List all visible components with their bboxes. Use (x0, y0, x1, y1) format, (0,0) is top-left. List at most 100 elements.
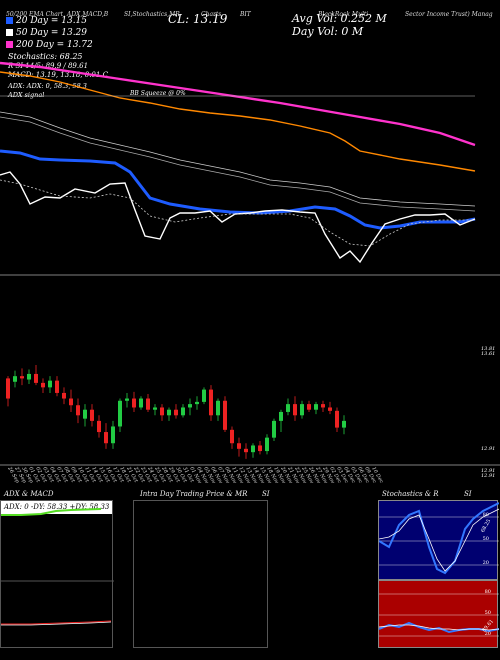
candle-body (195, 401, 199, 405)
rsi-white-line (379, 624, 499, 631)
header-ticker: BIT (240, 11, 251, 18)
rsi-blue-line (379, 621, 499, 634)
candle-body (293, 404, 297, 416)
stoch-level-80: 80 (482, 512, 489, 518)
legend-swatch-dma20 (6, 17, 13, 24)
legend-stochastics: Stochastics: 68.25 (8, 52, 83, 61)
avg-volume: Avg Vol: 0.252 M (292, 12, 387, 25)
price-label-1: 13.81 (481, 346, 496, 352)
candle-body (300, 404, 304, 416)
candle-body (34, 373, 38, 383)
rsi-panel: 80 50 20 89.61 (378, 580, 499, 648)
price-label-3: 12.91 (481, 446, 496, 452)
rsi-level-80: 80 (484, 589, 491, 595)
candle-body (27, 373, 31, 380)
stoch-k-line (379, 502, 499, 575)
stoch-level-50: 50 (482, 536, 489, 542)
stoch-panel-title: Stochastics & R (382, 490, 439, 498)
stoch-panel-si: SI (464, 490, 472, 498)
mr-panel (133, 500, 268, 648)
legend-dma200: 200 Day = 13.72 (6, 40, 93, 50)
close-price: CL: 13.19 (168, 12, 228, 26)
price-label-5: 12.91 (481, 473, 496, 479)
macd-white-line (1, 621, 112, 626)
legend-macd: MACD: 13.19, 13.18, 0.01 C (8, 71, 108, 79)
candle-body (258, 445, 262, 452)
candle-body (132, 398, 136, 408)
candle-body (160, 407, 164, 416)
legend-swatch-dma50 (6, 29, 13, 36)
macd-red-line (1, 620, 112, 625)
legend-swatch-dma200 (6, 41, 13, 48)
candle-body (188, 404, 192, 408)
adx-panel: ADX: 0 -DY: 58.33 +DY: 58.33 (0, 500, 114, 648)
candle-body (335, 410, 339, 428)
candle-body (230, 429, 234, 444)
adx-mini-svg (1, 508, 114, 626)
day-volume: Day Vol: 0 M (292, 25, 364, 38)
candle-body (146, 398, 150, 410)
candle-body (6, 378, 10, 399)
adx-panel-title: ADX & MACD (4, 490, 54, 498)
candle-body (307, 404, 311, 410)
candle-body (314, 404, 318, 410)
candle-body (321, 404, 325, 408)
candle-body (125, 398, 129, 401)
candle-body (13, 376, 17, 382)
mr-panel-si: SI (262, 490, 270, 498)
rsi-level-50: 50 (484, 610, 491, 616)
candle-body (76, 405, 80, 416)
dma50-outer-line (0, 111, 476, 207)
legend-bb-squeeze: BB Squeeze @ 0% (130, 90, 186, 97)
candle-body (342, 420, 346, 428)
candle-body (153, 407, 157, 410)
candle-body (244, 448, 248, 453)
adx-green-line (1, 508, 102, 516)
stoch-d-line (379, 508, 499, 572)
legend-dma20: 20 Day = 13.15 (6, 16, 87, 26)
candle-body (97, 420, 101, 433)
rsi-level-20: 20 (484, 631, 491, 637)
price-label-2: 13.61 (481, 351, 496, 357)
legend-dma50-label: 50 Day = 13.29 (16, 28, 88, 38)
candle-body (48, 380, 52, 388)
legend-adx: ADX: ADX: 0, 58.3, 58.3 (8, 82, 87, 90)
candle-body (209, 389, 213, 416)
candle-body (83, 409, 87, 419)
candle-body (104, 432, 108, 444)
candle-body (174, 409, 178, 416)
dma50-inner-line (0, 116, 476, 212)
header-left: 50/200 EMA Chart, ADX,MACD,B (6, 11, 109, 18)
candle-body (202, 389, 206, 402)
candle-body (237, 443, 241, 449)
header-right1: BlackRock Multi (318, 11, 369, 18)
candle-body (139, 398, 143, 408)
candle-body (328, 407, 332, 411)
candle-body (90, 409, 94, 421)
candle-body (272, 420, 276, 438)
legend-dma200-label: 200 Day = 13.72 (16, 40, 93, 50)
ema-line (0, 71, 476, 172)
adx-readout: ADX: 0 -DY: 58.33 +DY: 58.33 (1, 501, 112, 514)
price-label-4: 12.91 (481, 468, 496, 474)
legend-rsi: R SI 14/5: 89.9 / 89.61 (8, 62, 89, 70)
candle-body (69, 398, 73, 406)
candle-body (167, 409, 171, 416)
candle-body (20, 376, 24, 379)
candle-body (251, 445, 255, 453)
dma200-line (0, 61, 476, 147)
header-mid1: SI,Stochastics,MR (124, 11, 180, 18)
candle-body (223, 400, 227, 430)
stoch-level-20: 20 (482, 560, 489, 566)
candle-body (111, 426, 115, 444)
price-line (0, 171, 476, 264)
stoch-svg (379, 502, 499, 575)
dma20-line (0, 149, 476, 230)
candle-body (118, 400, 122, 427)
candle-body (55, 380, 59, 393)
stoch-panel: 80 50 20 68.25 (378, 500, 499, 580)
mr-panel-title: Intra Day Trading Price & MR (140, 490, 248, 498)
candle-body (286, 404, 290, 412)
